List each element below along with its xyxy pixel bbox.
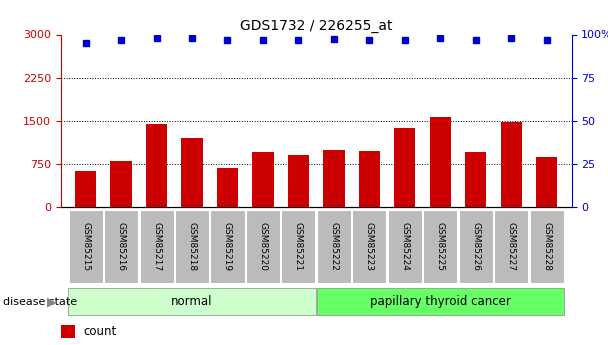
Bar (104, 210, 138, 283)
Bar (458, 210, 492, 283)
Text: GSM85228: GSM85228 (542, 222, 551, 271)
Text: GSM85217: GSM85217 (152, 222, 161, 271)
Text: GSM85225: GSM85225 (436, 222, 445, 271)
Bar (394, 128, 415, 207)
Text: normal: normal (171, 295, 213, 308)
Text: ▶: ▶ (47, 295, 57, 308)
Bar (111, 161, 132, 207)
Bar (500, 122, 522, 207)
Text: GSM85226: GSM85226 (471, 222, 480, 271)
Bar (288, 155, 309, 207)
Text: count: count (83, 325, 117, 338)
Bar (210, 210, 244, 283)
Bar (175, 210, 209, 283)
Bar (530, 210, 564, 283)
Text: GSM85222: GSM85222 (330, 222, 339, 271)
Bar (146, 124, 167, 207)
Bar (181, 138, 202, 207)
Bar (68, 288, 316, 315)
Bar (61, 325, 75, 338)
Text: GSM85220: GSM85220 (258, 222, 268, 271)
Bar (75, 171, 96, 207)
Bar (536, 157, 558, 207)
Bar (353, 210, 387, 283)
Text: GSM85216: GSM85216 (117, 222, 126, 271)
Bar (359, 151, 380, 207)
Text: GSM85227: GSM85227 (506, 222, 516, 271)
Bar (388, 210, 422, 283)
Bar (317, 288, 564, 315)
Bar (465, 152, 486, 207)
Bar (139, 210, 174, 283)
Text: papillary thyroid cancer: papillary thyroid cancer (370, 295, 511, 308)
Text: GSM85219: GSM85219 (223, 222, 232, 271)
Text: GSM85221: GSM85221 (294, 222, 303, 271)
Bar (423, 210, 457, 283)
Bar (246, 210, 280, 283)
Bar (217, 168, 238, 207)
Bar (69, 210, 103, 283)
Text: GSM85224: GSM85224 (400, 222, 409, 271)
Bar (252, 152, 274, 207)
Text: disease state: disease state (3, 297, 77, 306)
Text: GSM85215: GSM85215 (81, 222, 90, 271)
Bar (323, 149, 345, 207)
Bar (494, 210, 528, 283)
Text: GSM85218: GSM85218 (187, 222, 196, 271)
Text: GSM85223: GSM85223 (365, 222, 374, 271)
Bar (282, 210, 316, 283)
Bar (317, 210, 351, 283)
Bar (430, 117, 451, 207)
Title: GDS1732 / 226255_at: GDS1732 / 226255_at (240, 19, 392, 33)
